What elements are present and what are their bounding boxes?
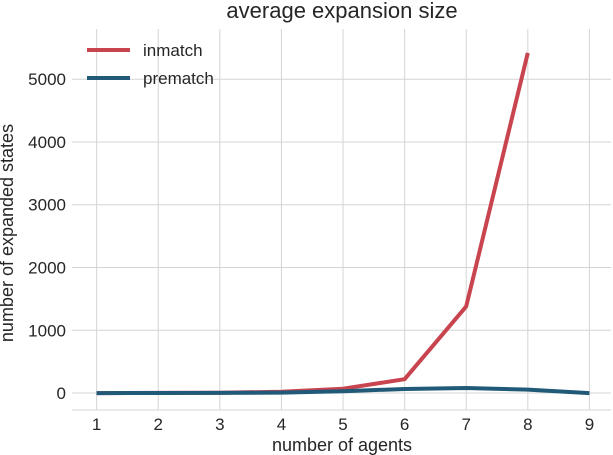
y-tick-label: 4000 [28, 133, 66, 152]
x-tick-label: 5 [338, 415, 347, 434]
x-tick-label: 7 [462, 415, 471, 434]
y-tick-label: 0 [57, 384, 66, 403]
x-tick-label: 1 [92, 415, 101, 434]
grid [72, 29, 611, 411]
y-tick-label: 2000 [28, 259, 66, 278]
series-line-prematch [96, 386, 590, 396]
y-tick-label: 3000 [28, 196, 66, 215]
legend-label-prematch: prematch [143, 69, 214, 88]
x-axis-label: number of agents [272, 435, 412, 455]
legend-label-inmatch: inmatch [143, 41, 203, 60]
x-tick-label: 9 [585, 415, 594, 434]
x-tick-label: 3 [215, 415, 224, 434]
x-tick-labels: 1 2 3 4 5 6 7 8 9 [92, 415, 594, 434]
series-line-inmatch [96, 52, 530, 396]
x-tick-label: 2 [154, 415, 163, 434]
x-tick-label: 8 [523, 415, 532, 434]
x-tick-label: 6 [400, 415, 409, 434]
y-tick-label: 5000 [28, 70, 66, 89]
y-tick-labels: 0 1000 2000 3000 4000 5000 [28, 70, 66, 403]
chart-title: average expansion size [226, 0, 457, 23]
y-tick-label: 1000 [28, 321, 66, 340]
y-axis-label: number of expanded states [0, 124, 17, 342]
x-tick-label: 4 [277, 415, 286, 434]
series-lines [96, 52, 590, 396]
legend: inmatch prematch [87, 41, 214, 88]
